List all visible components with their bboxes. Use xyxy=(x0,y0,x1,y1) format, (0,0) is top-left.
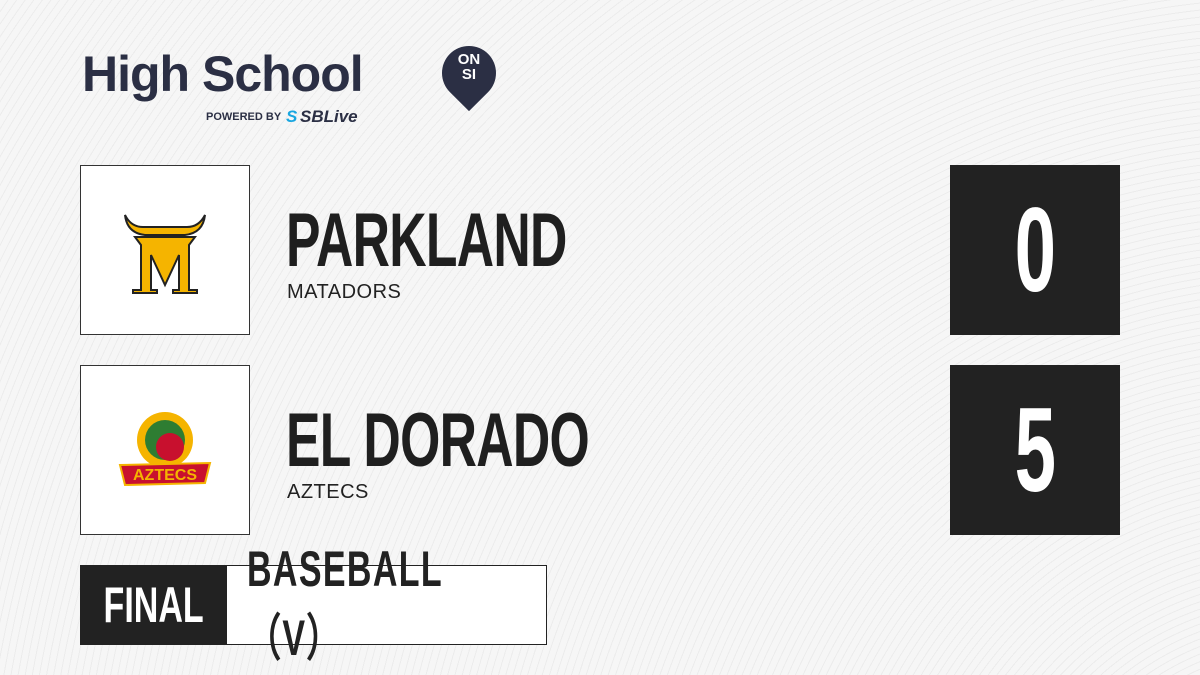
svg-text:AZTECS: AZTECS xyxy=(133,467,197,484)
sport-text: BASEBALL（V） xyxy=(247,541,443,666)
powered-by: POWERED BY xyxy=(206,111,282,123)
score-value: 5 xyxy=(1014,383,1056,517)
team-name-away: EL DORADO xyxy=(286,398,590,483)
el-dorado-logo: AZTECS xyxy=(80,365,250,535)
matadors-m-icon xyxy=(124,214,206,294)
final-badge: FINAL xyxy=(81,566,227,644)
badge-bottom: SI xyxy=(461,66,477,83)
score-home: 0 xyxy=(950,165,1120,335)
team-mascot-home: MATADORS xyxy=(287,281,402,303)
sblive-text: SBLive xyxy=(300,107,358,126)
score-away: 5 xyxy=(950,365,1120,535)
high-school-on-si-logo: High School xyxy=(82,44,364,104)
status-text: FINAL xyxy=(103,577,205,633)
sport-label: BASEBALL（V） xyxy=(227,541,546,666)
game-status-bar: FINAL BASEBALL（V） xyxy=(80,541,547,666)
sblive-logo: S xyxy=(286,107,297,127)
team-mascot-away: AZTECS xyxy=(287,481,369,503)
on-si-badge: ON SI xyxy=(442,52,496,82)
badge-top: ON xyxy=(457,51,481,68)
sblive-mark: S xyxy=(286,107,298,126)
score-value: 0 xyxy=(1014,183,1056,317)
parkland-logo xyxy=(80,165,250,335)
aztecs-icon: AZTECS xyxy=(118,412,212,487)
team-name-home: PARKLAND xyxy=(286,198,567,283)
logo-title: High School xyxy=(82,46,364,102)
